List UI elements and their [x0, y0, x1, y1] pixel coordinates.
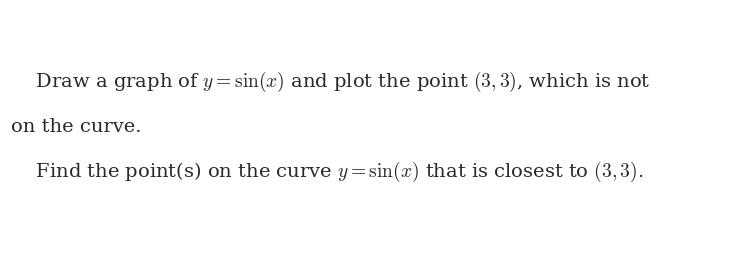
Text: Draw a graph of $y = \sin(x)$ and plot the point $(3, 3)$, which is not: Draw a graph of $y = \sin(x)$ and plot t… — [11, 70, 651, 94]
Text: on the curve.: on the curve. — [11, 118, 142, 136]
Text: Find the point(s) on the curve $y = \sin(x)$ that is closest to $(3, 3)$.: Find the point(s) on the curve $y = \sin… — [11, 160, 644, 184]
